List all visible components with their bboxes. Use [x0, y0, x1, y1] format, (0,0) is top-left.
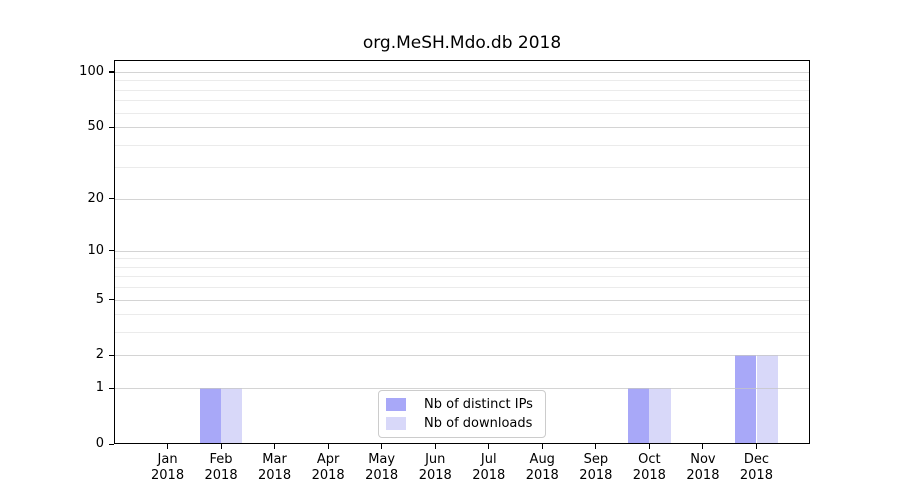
x-tick-mark [755, 444, 758, 449]
x-tick-mark [702, 444, 704, 449]
x-tick-mark [220, 444, 222, 449]
legend-swatch-distinct-ips [386, 398, 406, 411]
y-tick-label: 2 [95, 347, 104, 363]
x-tick-label-sep: Sep 2018 [579, 452, 613, 483]
gridline-minor [114, 276, 810, 278]
x-tick-label-jul: Jul 2018 [472, 452, 506, 483]
gridline-minor [114, 258, 810, 260]
legend-row-downloads: Nb of downloads [386, 416, 545, 431]
y-tick-mark [109, 250, 114, 252]
bar-distinct-ips-dec [735, 355, 757, 444]
x-tick-label-feb: Feb 2018 [204, 452, 238, 483]
gridline-minor [114, 80, 810, 82]
y-tick-mark [109, 299, 114, 301]
y-tick-mark [109, 354, 114, 357]
legend-swatch-downloads [386, 417, 406, 430]
gridline-minor [114, 100, 810, 102]
plot-area [114, 60, 810, 444]
y-tick-mark [109, 443, 114, 445]
gridline-minor [114, 144, 810, 146]
x-tick-mark [381, 444, 383, 449]
x-tick-label-may: May 2018 [365, 452, 399, 483]
y-tick-label: 100 [79, 63, 104, 79]
y-tick-label: 1 [95, 380, 104, 396]
y-tick-label: 5 [95, 291, 104, 307]
bar-distinct-ips-oct [628, 388, 650, 444]
gridline-minor [114, 332, 810, 334]
x-tick-label-dec: Dec 2018 [739, 452, 773, 483]
y-tick-label: 20 [87, 190, 104, 206]
chart-title: org.MeSH.Mdo.db 2018 [362, 33, 562, 53]
x-tick-label-jun: Jun 2018 [418, 452, 452, 483]
x-tick-label-jan: Jan 2018 [151, 452, 185, 483]
y-tick-mark [109, 71, 114, 73]
gridline-minor [114, 287, 810, 289]
legend-row-distinct-ips: Nb of distinct IPs [386, 397, 545, 412]
gridline-major [114, 127, 810, 128]
x-tick-label-aug: Aug 2018 [525, 452, 559, 483]
x-tick-label-apr: Apr 2018 [311, 452, 345, 483]
y-tick-mark [109, 198, 114, 200]
y-tick-label: 10 [87, 242, 104, 258]
legend-label-downloads: Nb of downloads [424, 416, 533, 431]
x-tick-mark [595, 444, 597, 449]
gridline-minor [114, 167, 810, 169]
gridline-major [114, 198, 810, 200]
y-tick-label: 50 [87, 119, 104, 134]
gridline-major [114, 355, 810, 357]
y-tick-mark [109, 387, 114, 389]
gridline-major [114, 71, 810, 73]
gridline-minor [114, 266, 810, 268]
x-tick-mark [274, 444, 276, 449]
gridline-minor [114, 314, 810, 316]
gridline-major [114, 250, 810, 252]
x-tick-mark [327, 444, 329, 449]
bar-downloads-feb [221, 388, 243, 444]
legend: Nb of distinct IPs Nb of downloads [378, 390, 546, 438]
bar-distinct-ips-feb [199, 388, 222, 444]
x-tick-label-mar: Mar 2018 [258, 452, 292, 483]
x-tick-mark [541, 444, 543, 449]
legend-label-distinct-ips: Nb of distinct IPs [424, 397, 533, 412]
bar-downloads-dec [756, 355, 778, 444]
gridline-major [114, 299, 810, 301]
x-tick-mark [488, 444, 490, 449]
x-tick-label-nov: Nov 2018 [686, 452, 720, 483]
y-tick-label: 0 [95, 436, 104, 451]
x-tick-mark [648, 444, 650, 449]
gridline-major [114, 388, 810, 390]
x-tick-label-oct: Oct 2018 [632, 452, 666, 483]
y-tick-mark [109, 126, 114, 128]
x-tick-mark [166, 444, 169, 449]
gridline-minor [114, 112, 810, 114]
gridline-minor [114, 89, 810, 91]
bar-downloads-oct [649, 388, 671, 444]
x-tick-mark [434, 444, 436, 449]
